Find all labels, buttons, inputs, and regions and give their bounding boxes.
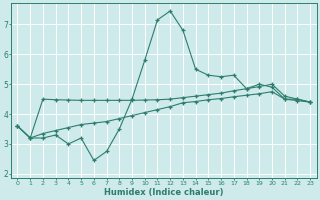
X-axis label: Humidex (Indice chaleur): Humidex (Indice chaleur) [104, 188, 224, 197]
